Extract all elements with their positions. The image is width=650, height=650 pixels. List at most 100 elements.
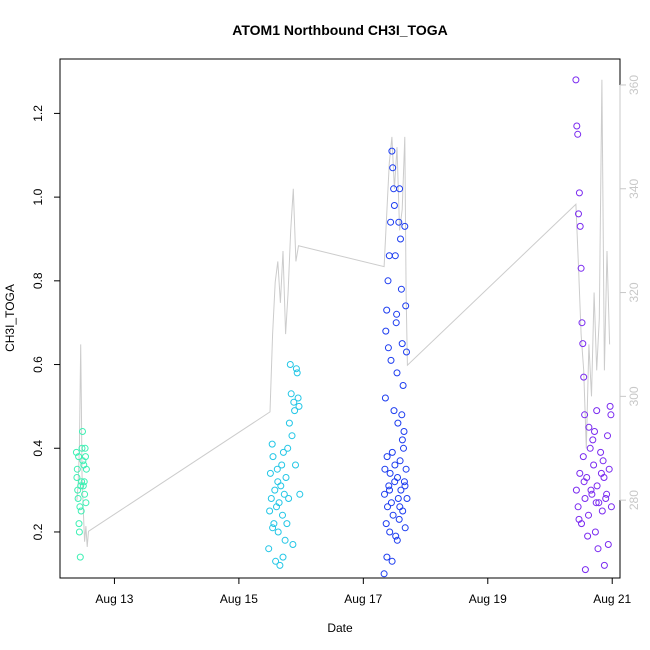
- data-point: [578, 319, 586, 327]
- data-point: [397, 285, 405, 293]
- data-point: [72, 448, 80, 456]
- data-point: [383, 453, 391, 461]
- data-point: [585, 511, 592, 519]
- data-point: [276, 561, 284, 569]
- y2-tick-label: 340: [627, 178, 641, 198]
- data-point: [403, 495, 411, 502]
- data-point: [388, 448, 396, 456]
- y-tick-label: 1.0: [31, 188, 45, 205]
- data-point: [270, 520, 278, 528]
- data-point: [574, 503, 582, 511]
- data-point: [383, 306, 391, 314]
- data-point: [397, 486, 405, 494]
- x-tick-label: Aug 13: [95, 592, 133, 606]
- data-point: [594, 545, 602, 553]
- x-tick-label: Aug 17: [344, 592, 382, 606]
- data-point: [393, 536, 401, 544]
- chart-title: ATOM1 Northbound CH3I_TOGA: [232, 22, 447, 38]
- data-point: [279, 553, 287, 561]
- data-point: [387, 499, 395, 507]
- data-point: [403, 348, 410, 356]
- data-point: [279, 511, 286, 519]
- y-tick-label: 0.6: [31, 356, 45, 373]
- data-point: [399, 382, 407, 389]
- data-point: [579, 453, 587, 461]
- data-point: [398, 436, 406, 444]
- x-axis-label: Date: [327, 621, 353, 635]
- data-point: [398, 411, 406, 419]
- data-point: [381, 465, 389, 473]
- data-point: [288, 432, 296, 440]
- data-point: [82, 465, 90, 473]
- data-point: [393, 369, 401, 377]
- data-point: [388, 557, 396, 565]
- data-point: [295, 402, 303, 410]
- data-point: [574, 130, 582, 138]
- data-point: [390, 185, 398, 193]
- data-point: [384, 503, 391, 511]
- data-point: [76, 503, 84, 511]
- data-point: [78, 444, 86, 452]
- data-point: [606, 402, 614, 410]
- data-point: [576, 222, 584, 230]
- data-point: [291, 407, 299, 415]
- data-point: [605, 465, 613, 473]
- data-point: [580, 478, 588, 486]
- y-tick-label: 1.2: [31, 105, 45, 122]
- data-point: [75, 520, 83, 528]
- data-point: [277, 482, 285, 490]
- data-point: [396, 503, 404, 511]
- data-point: [73, 465, 81, 473]
- data-point: [77, 507, 85, 515]
- data-point: [390, 407, 398, 415]
- data-point: [398, 340, 406, 348]
- data-point: [287, 390, 295, 398]
- plot-frame: [59, 58, 621, 579]
- data-point: [75, 528, 83, 536]
- data-point: [381, 394, 389, 402]
- data-point: [79, 482, 87, 490]
- data-point: [292, 461, 299, 469]
- data-point: [572, 486, 580, 494]
- data-point: [581, 495, 589, 502]
- data-point: [274, 478, 282, 486]
- data-point: [396, 185, 404, 193]
- data-point: [595, 499, 603, 507]
- data-point: [581, 411, 589, 419]
- data-point: [280, 490, 288, 498]
- y-tick-label: 0.8: [31, 272, 45, 289]
- data-point: [395, 515, 403, 523]
- data-point: [282, 474, 290, 481]
- data-point: [273, 465, 281, 473]
- data-point: [587, 486, 595, 494]
- data-point: [589, 436, 597, 444]
- data-point: [80, 478, 88, 486]
- data-point: [296, 490, 304, 498]
- data-point: [274, 528, 282, 536]
- data-point: [272, 557, 280, 565]
- data-point: [579, 340, 587, 348]
- data-point: [402, 302, 410, 310]
- data-point: [283, 520, 291, 528]
- data-point: [395, 218, 403, 226]
- data-point: [386, 528, 394, 536]
- data-point: [392, 532, 400, 540]
- y2-tick-label: 360: [627, 75, 641, 95]
- data-point: [75, 453, 83, 461]
- data-point: [584, 532, 592, 540]
- x-tick-label: Aug 15: [220, 592, 258, 606]
- data-point: [289, 541, 297, 548]
- data-point: [573, 122, 581, 130]
- data-point: [581, 566, 589, 574]
- data-point: [393, 310, 401, 318]
- data-point: [388, 147, 396, 155]
- data-point: [386, 469, 394, 477]
- data-point: [383, 553, 391, 561]
- y2-tick-label: 300: [627, 386, 641, 406]
- data-point: [394, 419, 402, 427]
- data-point: [389, 511, 397, 519]
- data-point: [597, 448, 605, 456]
- y2-tick-label: 320: [627, 282, 641, 302]
- data-point: [286, 361, 294, 368]
